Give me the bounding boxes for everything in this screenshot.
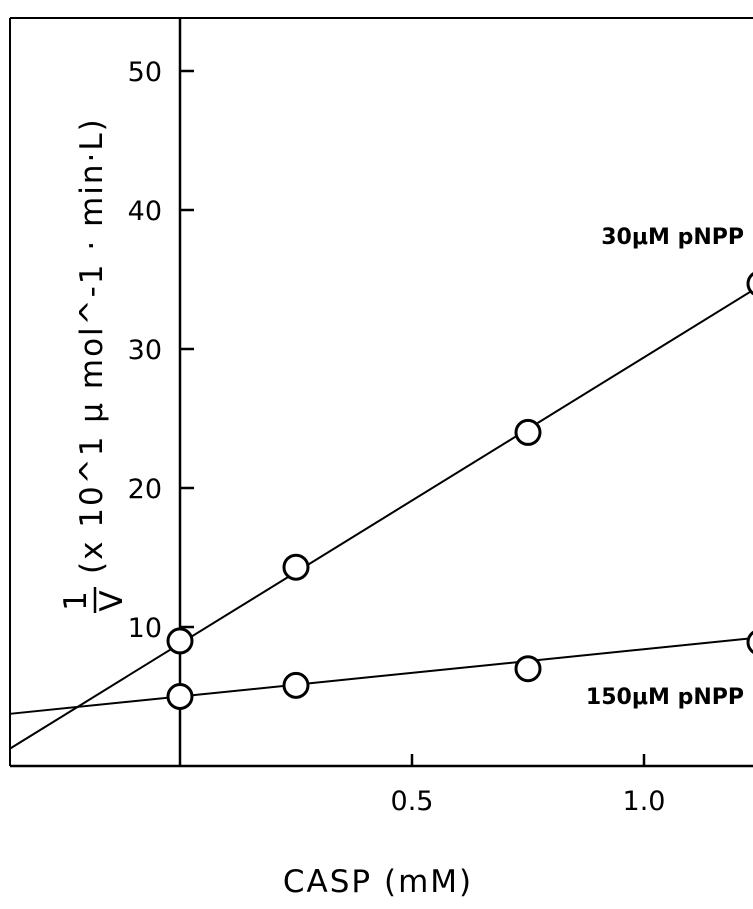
x-axis-title: CASP (mM) bbox=[283, 864, 473, 900]
fit-line-30um-pnpp bbox=[9, 289, 753, 750]
y-tick-label: 30 bbox=[128, 335, 162, 366]
x-tick-label: 0.5 bbox=[391, 786, 434, 817]
y-axis-fraction-denominator: V bbox=[94, 588, 130, 611]
data-point-30um-pnpp bbox=[166, 627, 194, 655]
data-point-30um-pnpp bbox=[746, 272, 753, 296]
data-point-150um-pnpp bbox=[166, 683, 194, 710]
data-point-150um-pnpp bbox=[746, 630, 753, 654]
data-point-150um-pnpp bbox=[514, 655, 542, 683]
y-tick-label: 40 bbox=[128, 196, 162, 227]
x-tick-label: 1.0 bbox=[623, 786, 666, 817]
y-axis-title: 1 V (x 10^1 μ mol^-1 · min·L) bbox=[58, 117, 130, 613]
series-label-150um-pnpp: 150μM pNPP bbox=[586, 685, 744, 710]
y-tick-label: 20 bbox=[128, 474, 162, 505]
series-label-30um-pnpp: 30μM pNPP bbox=[601, 225, 744, 250]
fit-line-150um-pnpp bbox=[9, 637, 753, 715]
y-axis-fraction-numerator: 1 bbox=[58, 589, 94, 611]
data-point-30um-pnpp bbox=[514, 418, 542, 446]
data-point-150um-pnpp bbox=[282, 671, 310, 699]
data-point-30um-pnpp bbox=[282, 553, 310, 581]
y-axis-unit: (x 10^1 μ mol^-1 · min·L) bbox=[74, 117, 110, 574]
y-tick-label: 50 bbox=[128, 57, 162, 88]
y-tick-label: 10 bbox=[128, 613, 162, 644]
